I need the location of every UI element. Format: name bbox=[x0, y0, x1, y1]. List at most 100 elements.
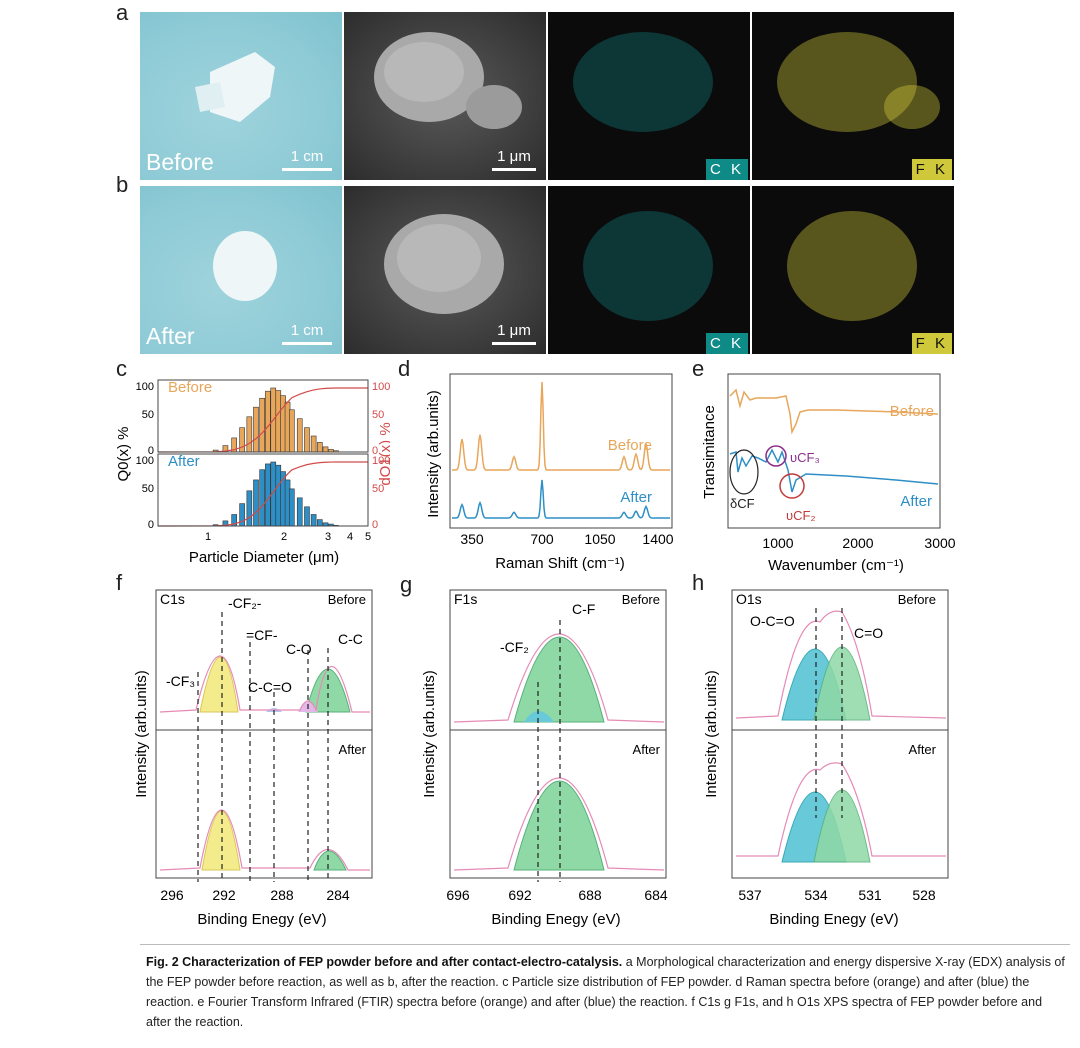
caption-text: a Morphological characterization and ene… bbox=[146, 955, 1065, 1029]
chart-c-before bbox=[157, 387, 368, 453]
label-before: Before bbox=[328, 592, 366, 607]
peak-label-cco: C-C=O bbox=[248, 679, 292, 695]
xtick: 684 bbox=[644, 887, 668, 903]
peak-label-cf2: -CF₂- bbox=[228, 595, 262, 611]
xlabel: Binding Enegy (eV) bbox=[769, 911, 898, 928]
ylabel-right: dQ1(x) % bbox=[377, 422, 390, 485]
scale-label: 1 cm bbox=[290, 148, 324, 165]
xtick: 2000 bbox=[842, 535, 873, 551]
scale-label: 1 cm bbox=[290, 322, 324, 339]
peak-cf-top bbox=[513, 636, 605, 723]
legend-after: After bbox=[620, 489, 652, 506]
chart-title: C1s bbox=[160, 591, 185, 607]
histogram-bar bbox=[316, 442, 323, 453]
chart-title: F1s bbox=[454, 591, 477, 607]
xtick: 537 bbox=[738, 887, 762, 903]
xtick: 4 bbox=[347, 531, 353, 543]
xtick: 3000 bbox=[924, 535, 955, 551]
peak-label-oco: O-C=O bbox=[750, 613, 795, 629]
xtick: 5 bbox=[365, 531, 371, 543]
histogram-bar bbox=[253, 406, 259, 453]
figure-caption: Fig. 2 Characterization of FEP powder be… bbox=[146, 952, 1066, 1032]
xtick: 1000 bbox=[762, 535, 793, 551]
axes-frame bbox=[157, 453, 369, 527]
edx-c-before: C K bbox=[548, 12, 750, 180]
histogram-bar bbox=[310, 435, 317, 453]
histogram-bar bbox=[316, 519, 323, 527]
xtick: 1400 bbox=[642, 531, 673, 547]
reference-lines bbox=[815, 608, 843, 818]
xtick: 288 bbox=[270, 887, 294, 903]
chart-e: υCF₃ δCF υCF₂ Before After 1000 2000 300… bbox=[701, 373, 956, 574]
xtick: 284 bbox=[326, 887, 350, 903]
annotation-dcf: δCF bbox=[730, 496, 755, 511]
peak-label-cf3: -CF₃ bbox=[166, 673, 195, 689]
peak-label-co: C-O bbox=[286, 641, 312, 657]
histogram-bar bbox=[239, 427, 245, 453]
peak-co-bottom bbox=[813, 789, 871, 863]
ytick-right: 100 bbox=[372, 455, 390, 467]
label-before: Before bbox=[622, 592, 660, 607]
histogram-bar bbox=[246, 490, 253, 527]
peak-cf2-bottom bbox=[201, 810, 241, 871]
panel-label-f: f bbox=[116, 570, 123, 595]
label-after: After bbox=[633, 742, 661, 757]
ytick: 0 bbox=[148, 519, 154, 531]
histogram-bar bbox=[265, 390, 271, 453]
xtick: 531 bbox=[858, 887, 882, 903]
scale-bar bbox=[492, 168, 536, 171]
chart-d: Before After 350 700 1050 1400 Raman Shi… bbox=[425, 373, 674, 572]
xtick: 3 bbox=[325, 531, 331, 543]
edx-f-tag: F K bbox=[911, 159, 952, 180]
panel-label-c: c bbox=[116, 356, 127, 381]
axes-frame bbox=[449, 373, 673, 529]
edx-f-after: F K bbox=[752, 186, 954, 354]
xtick: 350 bbox=[460, 531, 484, 547]
histogram-bar bbox=[275, 390, 282, 453]
xlabel: Particle Diameter (μm) bbox=[189, 549, 339, 566]
ytick-right: 50 bbox=[372, 483, 384, 495]
panel-label-h: h bbox=[692, 570, 705, 595]
histogram-bar bbox=[275, 464, 282, 527]
xtick: 688 bbox=[578, 887, 602, 903]
peak-label-ecf: =CF- bbox=[246, 627, 278, 643]
ylabel: Intensity (arb.units) bbox=[703, 670, 720, 798]
panel-label-b: b bbox=[116, 172, 129, 197]
peak-cf-bottom bbox=[513, 780, 605, 871]
ytick: 50 bbox=[142, 483, 154, 495]
legend-before: Before bbox=[890, 403, 934, 420]
xtick: 292 bbox=[212, 887, 236, 903]
panel-label-a: a bbox=[116, 0, 129, 25]
ylabel: Intensity (arb.units) bbox=[133, 670, 150, 798]
envelope-bottom bbox=[159, 809, 370, 871]
label-after: After bbox=[909, 742, 937, 757]
scale-bar bbox=[492, 342, 536, 345]
histogram-bar bbox=[296, 497, 303, 527]
envelope-top bbox=[735, 610, 947, 719]
xtick: 534 bbox=[804, 887, 828, 903]
label-after: After bbox=[339, 742, 367, 757]
ytick: 50 bbox=[142, 409, 154, 421]
histogram-bar bbox=[304, 427, 310, 453]
photo-before: 1 cm Before bbox=[140, 12, 342, 180]
xtick: 1 bbox=[205, 531, 211, 543]
chart-f: C1s Before After -CF₃ -CF₂- =CF- C-C=O C… bbox=[133, 589, 373, 928]
peak-cf2-top bbox=[199, 656, 239, 713]
edx-f-map-after bbox=[787, 211, 917, 321]
sem-before: 1 μm bbox=[344, 12, 546, 180]
envelope-top bbox=[159, 655, 370, 713]
edx-f-tag: F K bbox=[911, 333, 952, 354]
histogram-bar bbox=[322, 446, 329, 453]
histogram-bar bbox=[265, 463, 271, 527]
chart-title: O1s bbox=[736, 591, 762, 607]
cumulative-curve bbox=[157, 461, 368, 527]
histogram-bar bbox=[246, 416, 253, 453]
legend-before: Before bbox=[168, 379, 212, 396]
photo-label-after: After bbox=[146, 323, 195, 349]
legend-after: After bbox=[168, 453, 200, 470]
edx-f-before: F K bbox=[752, 12, 954, 180]
axes-frame bbox=[157, 379, 369, 453]
edx-c-map-before bbox=[573, 32, 713, 132]
histogram-bar bbox=[296, 418, 303, 453]
peak-cc-bottom bbox=[313, 850, 347, 871]
